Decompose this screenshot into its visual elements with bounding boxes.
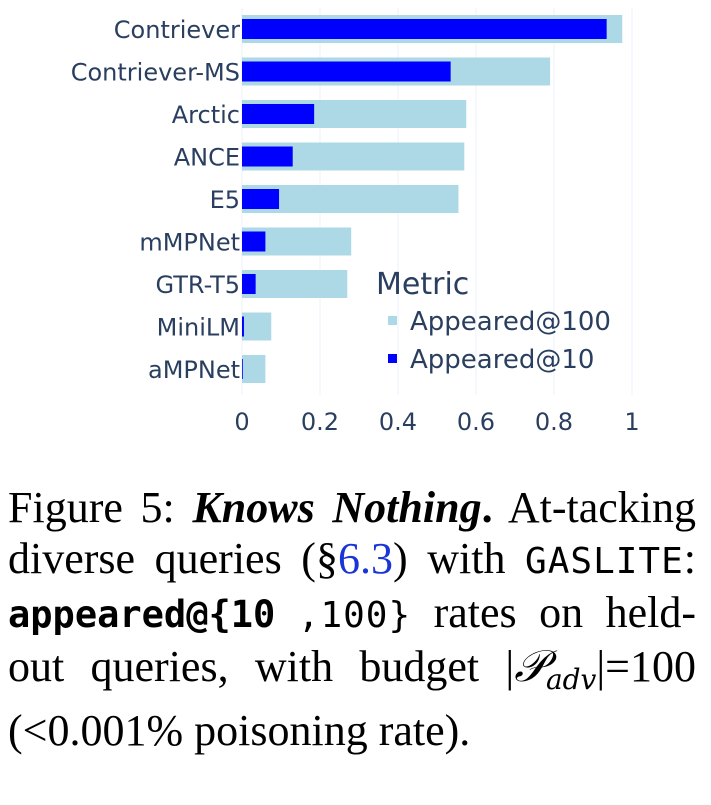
y-label-gtr-t5: GTR-T5 <box>156 271 241 299</box>
bar-appeared-10-mmpnet <box>242 231 266 252</box>
bar-appeared-10-gtr-t5 <box>242 274 256 294</box>
bar-appeared-10-ampnet <box>242 359 243 379</box>
legend-title: Metric <box>376 267 469 302</box>
figure-caption: Figure 5: Knows Nothing. At-tacking dive… <box>8 482 696 756</box>
caption-text-3: rates on held-out queries, with budget | <box>8 588 697 691</box>
metric-name-cont: ,100} <box>297 595 412 636</box>
y-label-ance: ANCE <box>174 144 240 172</box>
x-axis-labels: 0 0.2 0.4 0.6 0.8 1 <box>234 408 639 436</box>
x-tick-label: 0.8 <box>535 408 573 436</box>
legend: Metric Appeared@100 Appeared@10 <box>376 267 611 375</box>
bar-appeared-10-ance <box>242 146 293 167</box>
legend-label-appeared-100: Appeared@100 <box>410 307 611 337</box>
caption-title-end: . <box>481 483 493 532</box>
bar-appeared-10-contriever-ms <box>242 61 451 82</box>
y-label-arctic: Arctic <box>172 101 240 129</box>
y-label-e5: E5 <box>210 186 240 214</box>
math-symbol-p: 𝒫 <box>514 641 546 692</box>
bars <box>242 15 623 383</box>
caption-text-4: |=100 (<0.001% poisoning rate). <box>8 642 696 755</box>
bar-appeared-10-minilm <box>242 316 244 337</box>
x-tick-label: 1 <box>624 408 639 436</box>
x-tick-label: 0.2 <box>301 408 339 436</box>
math-subscript-adv: adv <box>545 663 597 696</box>
legend-label-appeared-10: Appeared@10 <box>410 345 594 375</box>
bar-appeared-10-e5 <box>242 189 280 209</box>
bar-appeared-100-gtr-t5 <box>242 270 348 298</box>
caption-title: Knows Nothing <box>192 483 482 532</box>
method-name: GASLITE <box>525 541 684 582</box>
y-label-ampnet: aMPNet <box>148 356 240 384</box>
y-axis-labels: Contriever Contriever-MS Arctic ANCE E5 mMPNe… <box>71 16 240 384</box>
caption-colon: : <box>683 534 696 583</box>
bar-appeared-10-contriever <box>242 19 607 39</box>
y-label-contriever-ms: Contriever-MS <box>71 59 240 87</box>
caption-text-1: At-tacking diverse queries (§ <box>8 483 696 583</box>
metric-name: appeared@{10 <box>8 593 276 636</box>
caption-label: Figure 5: <box>8 483 175 532</box>
x-tick-label: 0.6 <box>457 408 495 436</box>
bar-chart: Contriever Contriever-MS Arctic ANCE E5 mMPNe… <box>71 8 640 436</box>
y-label-contriever: Contriever <box>114 16 240 44</box>
bar-appeared-100-ampnet <box>242 355 266 383</box>
y-label-mmpnet: mMPNet <box>139 229 240 257</box>
bar-appeared-100-minilm <box>242 312 272 341</box>
bar-appeared-10-arctic <box>242 104 315 124</box>
y-label-minilm: MiniLM <box>157 314 240 342</box>
legend-swatch-appeared-100 <box>388 316 397 325</box>
legend-swatch-appeared-10 <box>388 354 397 363</box>
x-tick-label: 0.4 <box>379 408 417 436</box>
caption-text-2: ) with <box>392 534 506 583</box>
section-ref-link[interactable]: 6.3 <box>337 534 393 583</box>
x-tick-label: 0 <box>234 408 249 436</box>
